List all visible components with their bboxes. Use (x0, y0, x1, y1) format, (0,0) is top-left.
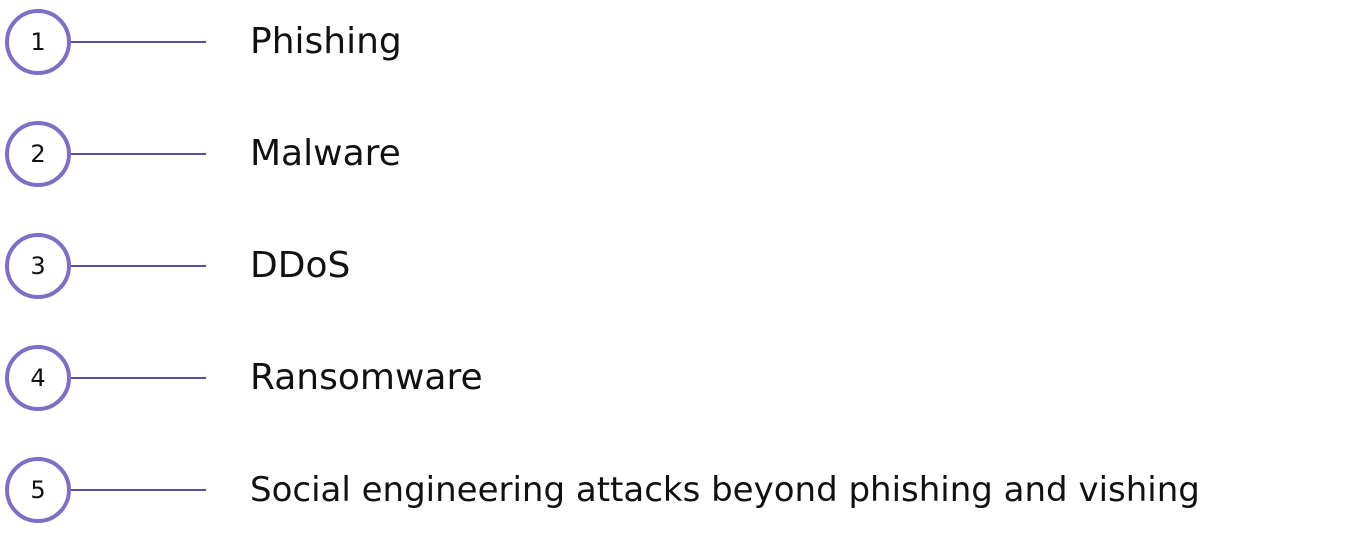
item-label: Phishing (250, 21, 402, 62)
connector-line (71, 153, 206, 155)
list-item: 4 Ransomware (0, 342, 1352, 422)
item-label: Ransomware (250, 357, 483, 398)
item-label: Social engineering attacks beyond phishi… (250, 470, 1200, 510)
connector-line (71, 41, 206, 43)
connector-line (71, 489, 206, 491)
connector-line (71, 377, 206, 379)
item-label: Malware (250, 133, 401, 174)
number-badge: 3 (5, 233, 71, 299)
list-item: 3 DDoS (0, 230, 1352, 310)
item-label: DDoS (250, 245, 351, 286)
list-item: 5 Social engineering attacks beyond phis… (0, 454, 1352, 534)
number-badge: 4 (5, 345, 71, 411)
list-item: 1 Phishing (0, 6, 1352, 86)
connector-line (71, 265, 206, 267)
number-badge: 1 (5, 9, 71, 75)
number-badge: 5 (5, 457, 71, 523)
number-badge: 2 (5, 121, 71, 187)
list-item: 2 Malware (0, 118, 1352, 198)
